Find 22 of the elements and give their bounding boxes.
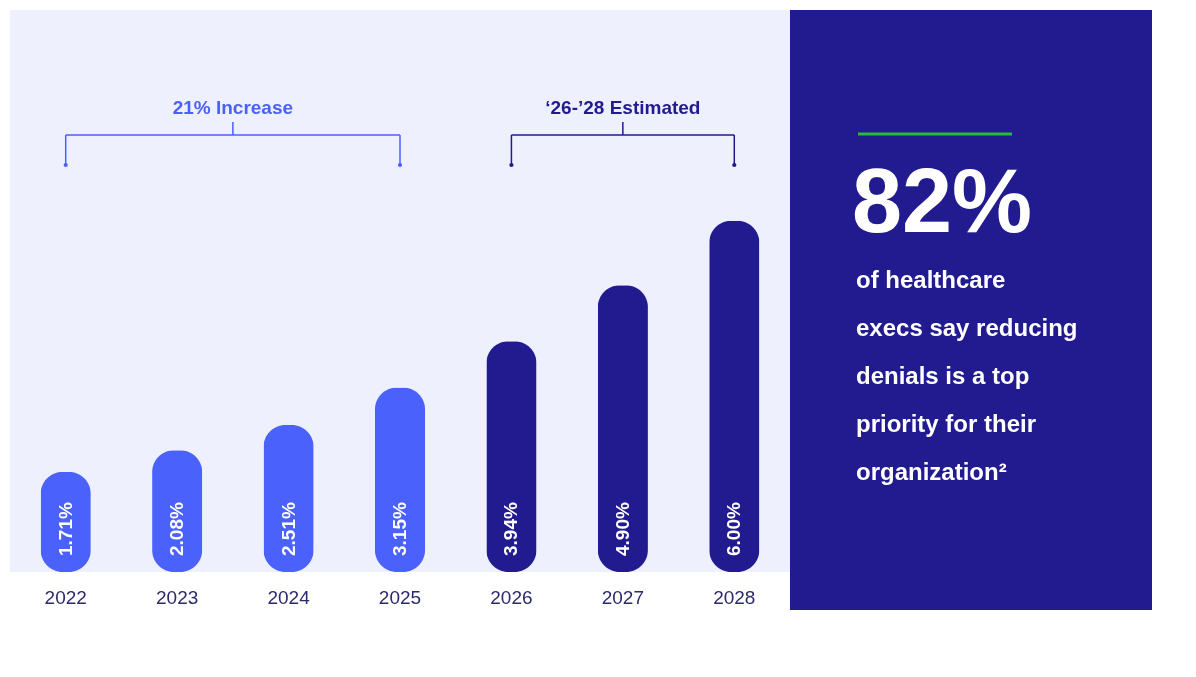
data-label: 3.15% — [389, 502, 410, 556]
text: 21% Increase — [172, 97, 294, 118]
x-tick-label: 2025 — [378, 586, 422, 608]
x-tick-label: 2023 — [156, 586, 199, 608]
data-label: 3.94% — [500, 502, 522, 556]
data-label: 2.51% — [277, 502, 299, 556]
text: of healthcare execs say reducing denials is a top priority for their organization² — [856, 266, 1078, 485]
bar — [374, 387, 426, 572]
text: ‘26-’28 Estimated — [545, 97, 701, 118]
x-tick-label: 2022 — [44, 586, 87, 608]
text: 82% — [852, 151, 1033, 251]
data-label: 1.71% — [54, 502, 76, 556]
x-tick-label: 2024 — [267, 586, 311, 608]
x-tick-label: 2026 — [490, 586, 533, 608]
x-tick-label: 2027 — [601, 586, 644, 608]
data-label: 4.90% — [611, 502, 633, 556]
bar — [709, 220, 760, 572]
bar — [597, 285, 648, 572]
bar — [486, 341, 537, 572]
x-tick-label: 2028 — [713, 586, 756, 608]
data-label: 6.00% — [723, 502, 745, 556]
data-label: 2.08% — [166, 502, 188, 556]
